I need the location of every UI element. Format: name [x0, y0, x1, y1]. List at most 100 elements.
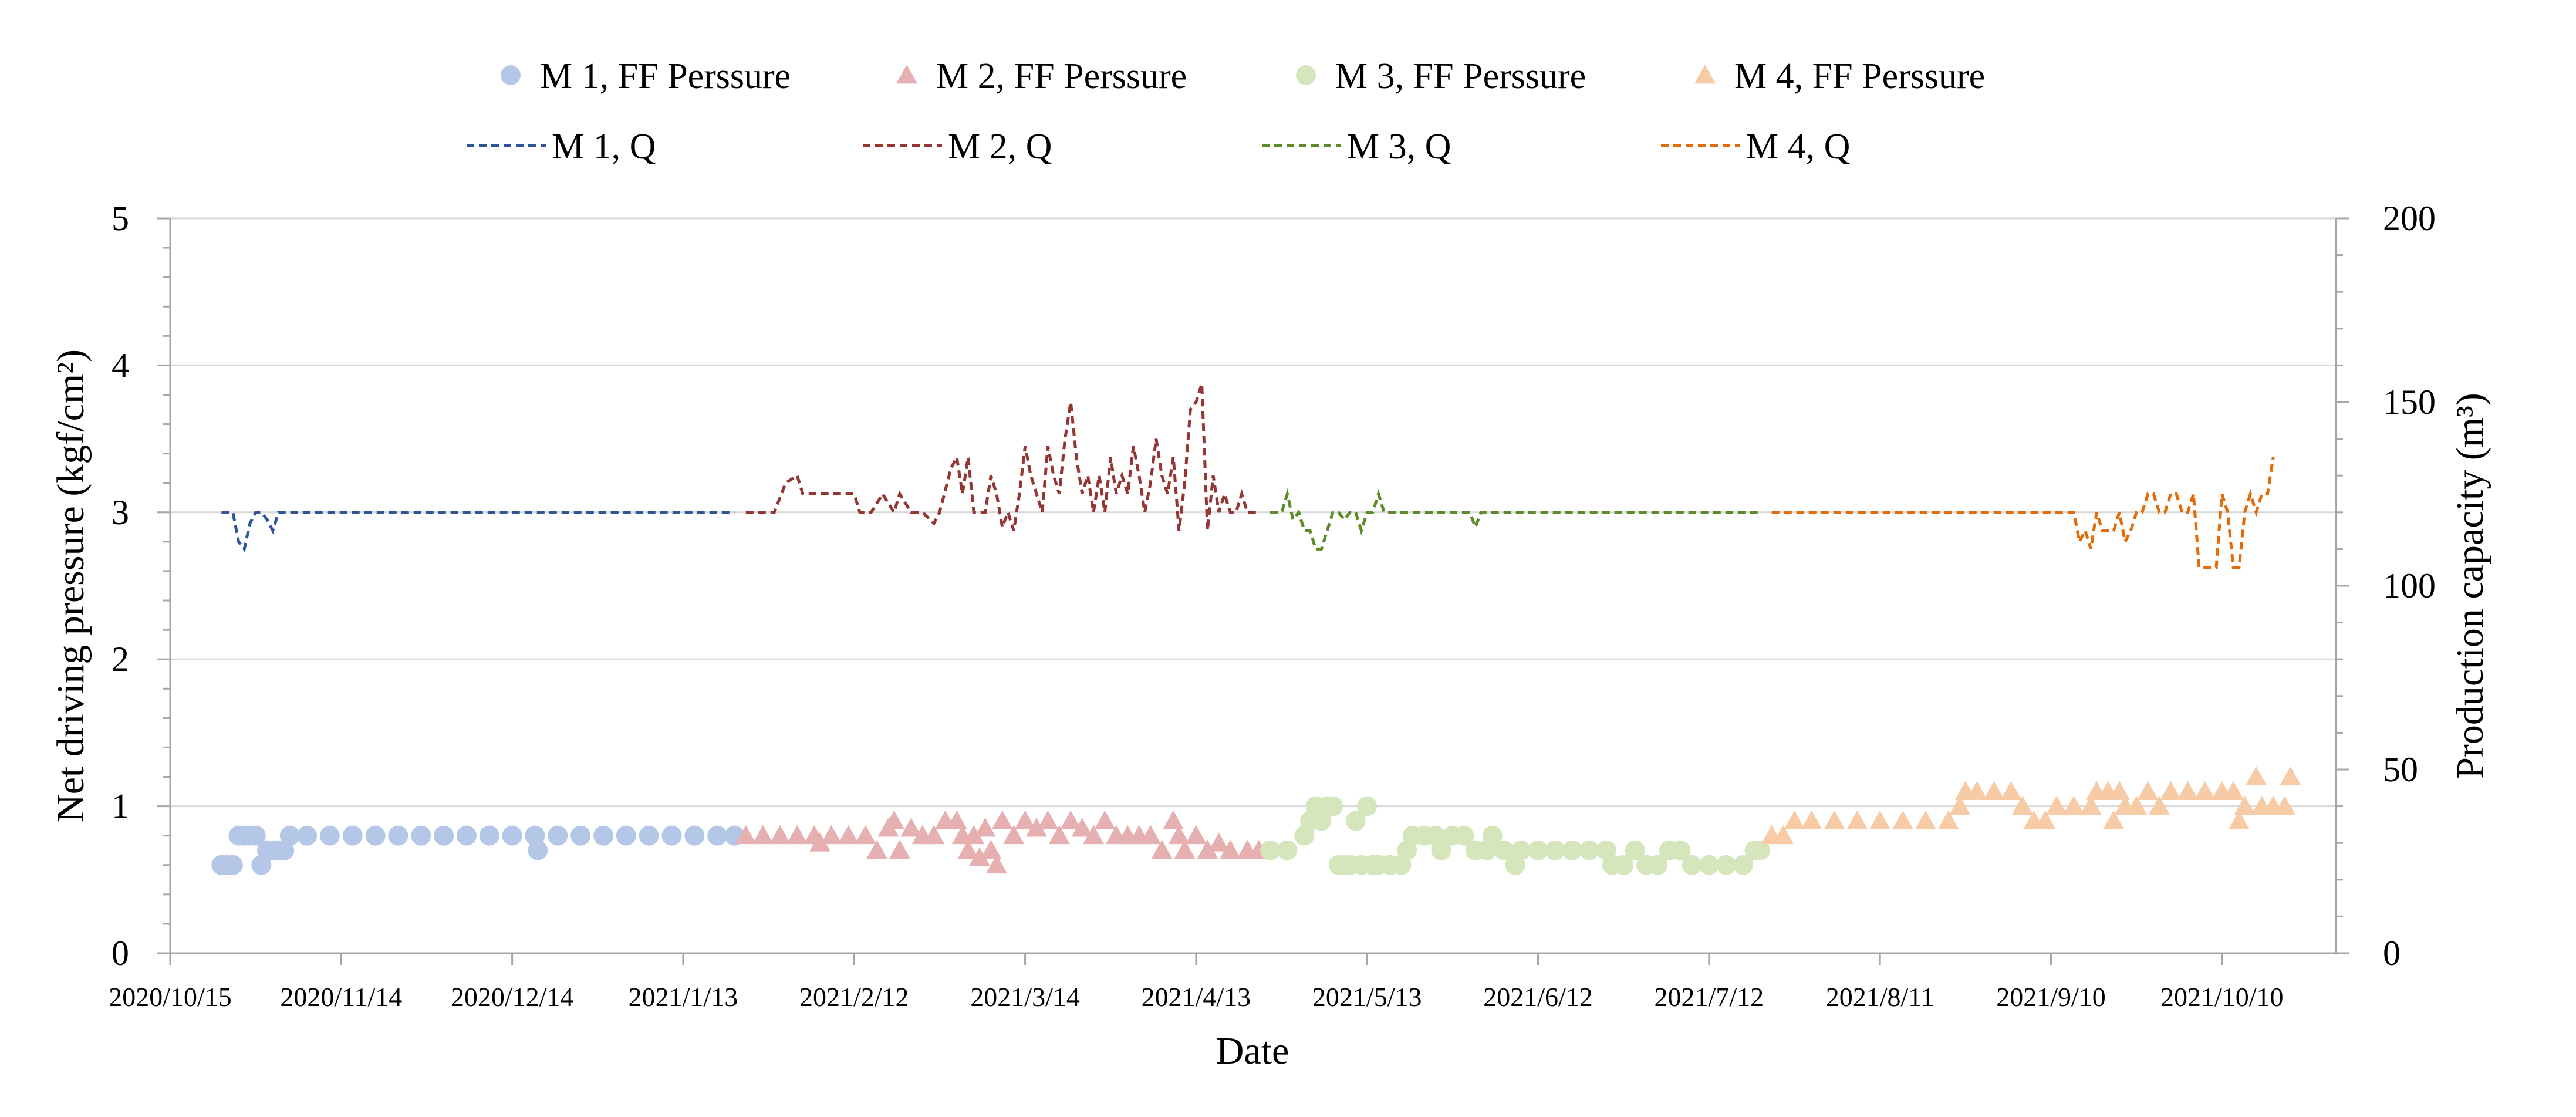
series-3-point-42	[1670, 840, 1691, 860]
series-5	[221, 511, 735, 553]
series-1-point-32	[707, 825, 728, 846]
series-2-point-9	[866, 839, 888, 859]
series-2-point-39	[1151, 839, 1173, 859]
series-2-point-45	[1208, 832, 1230, 852]
series-4-point-10	[1949, 795, 1971, 815]
x-tick-label-10: 2021/8/11	[1826, 982, 1934, 1012]
series-2-point-46	[1220, 839, 1241, 859]
series-2-point-7	[838, 825, 859, 845]
series-4-point-29	[2160, 781, 2182, 800]
legend-label-4: M 4, FF Perssure	[1734, 56, 1985, 96]
series-2	[735, 810, 1270, 874]
series-2-point-25	[991, 810, 1013, 830]
series-1-point-2	[222, 855, 243, 875]
series-1-point-15	[342, 825, 363, 846]
series-1-point-6	[245, 825, 266, 846]
series-4-point-3	[1801, 810, 1822, 830]
x-tick-label-12: 2021/10/10	[2160, 982, 2284, 1012]
series-1-point-26	[570, 825, 591, 846]
series-4-point-39	[2274, 795, 2295, 815]
series-5-line	[221, 511, 735, 553]
series-4-point-30	[2177, 781, 2199, 800]
legend-item-8: M 4, Q	[1661, 127, 1850, 167]
series-6-line	[745, 383, 1259, 533]
series-1-point-27	[593, 825, 613, 846]
y-left-tick-label-5: 5	[112, 199, 129, 238]
series-4-point-34	[2228, 810, 2250, 830]
series-1-point-24	[528, 840, 548, 860]
series-3-point-37	[1613, 855, 1634, 875]
series-1-point-25	[548, 825, 568, 846]
series-3-point-28	[1494, 840, 1514, 860]
series-2-point-34	[1094, 810, 1116, 830]
series-3-point-27	[1482, 825, 1503, 846]
series-3-point-45	[1716, 855, 1736, 875]
series-4-point-9	[1937, 810, 1959, 830]
series-4-point-7	[1892, 810, 1913, 830]
series-3-point-32	[1545, 840, 1565, 860]
series-3-point-44	[1699, 855, 1719, 875]
series-2-point-23	[980, 839, 1002, 859]
series-1-point-29	[639, 825, 659, 846]
series-3-point-24	[1454, 825, 1474, 846]
series-3-point-22	[1431, 840, 1451, 860]
y-left-tick-label-2: 2	[112, 640, 129, 679]
series-4-point-2	[1784, 810, 1805, 830]
series-1-point-20	[456, 825, 477, 846]
series-3-point-31	[1528, 840, 1548, 860]
series-3-point-30	[1511, 840, 1531, 860]
legend-label-2: M 2, FF Perssure	[936, 56, 1187, 96]
series-1-point-13	[297, 825, 318, 846]
series-2-point-15	[923, 825, 945, 845]
series-6	[745, 383, 1259, 533]
series-2-point-27	[1014, 810, 1036, 830]
series-7-line	[1270, 488, 1761, 551]
series-4	[1761, 766, 2301, 845]
series-4-point-18	[2046, 795, 2068, 815]
series-3-point-0	[1260, 840, 1281, 860]
series-3-point-43	[1682, 855, 1702, 875]
x-tick-label-0: 2020/10/15	[109, 982, 232, 1012]
legend-label-3: M 3, FF Perssure	[1335, 56, 1586, 96]
series-2-point-28	[1026, 818, 1047, 837]
series-2-point-8	[855, 825, 876, 845]
series-4-point-28	[2148, 795, 2170, 815]
series-2-point-19	[957, 839, 979, 859]
series-4-point-1	[1773, 825, 1794, 845]
series-2-point-5	[809, 832, 830, 852]
series-4-point-36	[2246, 766, 2267, 785]
series-4-point-12	[1966, 781, 1988, 800]
legend-layer: M 1, FF Perssure M 2, FF Perssure M 3, FF …	[467, 56, 1985, 167]
series-4-point-20	[2080, 795, 2102, 815]
legend-item-2: M 2, FF Perssure	[896, 56, 1187, 96]
x-tick-label-7: 2021/5/13	[1312, 982, 1422, 1012]
x-tick-label-5: 2021/3/14	[970, 982, 1080, 1012]
y-left-tick-label-0: 0	[112, 934, 129, 973]
series-4-point-13	[1983, 781, 2005, 800]
x-axis-label: Date	[1216, 1030, 1289, 1072]
series-4-point-33	[2223, 781, 2244, 800]
x-tick-label-6: 2021/4/13	[1142, 982, 1251, 1012]
series-4-point-5	[1846, 810, 1868, 830]
series-3-point-7	[1322, 796, 1343, 816]
series-4-point-19	[2063, 795, 2085, 815]
series-2-point-11	[883, 810, 905, 830]
series-2-point-26	[1003, 825, 1025, 845]
series-2-point-29	[1037, 810, 1059, 830]
legend-marker-1	[501, 65, 521, 85]
series-3-point-38	[1625, 840, 1645, 860]
series-2-point-44	[1197, 839, 1218, 859]
x-tick-label-1: 2020/11/14	[280, 982, 402, 1012]
legend-marker-2	[896, 65, 917, 84]
legend-marker-3	[1296, 65, 1316, 85]
series-2-point-30	[1048, 825, 1070, 845]
series-3-point-46	[1733, 855, 1754, 875]
series-4-point-8	[1915, 810, 1936, 830]
series-4-point-15	[2011, 795, 2033, 815]
series-2-point-38	[1140, 825, 1162, 845]
series-2-point-43	[1185, 825, 1207, 845]
y-axis-right-label: Production capacity (m³)	[2449, 393, 2491, 779]
series-2-point-13	[900, 818, 922, 837]
legend-label-8: M 4, Q	[1746, 127, 1850, 167]
